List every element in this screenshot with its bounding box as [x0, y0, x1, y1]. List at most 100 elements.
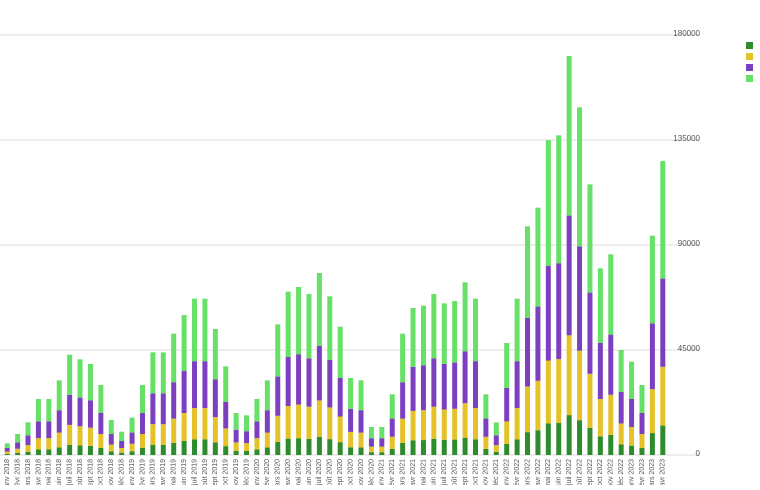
bar-segment — [192, 361, 198, 409]
bar-segment — [618, 423, 624, 445]
bar-segment — [171, 442, 177, 455]
bar-segment — [597, 399, 603, 437]
y-tick-label: 180000 — [673, 29, 700, 38]
x-tick-label: juin 2022 — [556, 459, 563, 485]
x-tick-label: août 2021 — [452, 459, 459, 485]
bar-segment — [35, 399, 41, 422]
bar-segment — [171, 333, 177, 383]
bar-segment — [4, 451, 10, 454]
y-tick-label: 135000 — [673, 134, 700, 143]
bar-segment — [629, 445, 635, 455]
bar-segment — [108, 434, 114, 445]
bar-segment — [379, 438, 385, 447]
bar-segment — [181, 413, 187, 441]
bar-segment — [483, 448, 489, 455]
bar-segment — [587, 184, 593, 293]
x-tick-label: févr 2019 — [139, 459, 146, 485]
x-tick-label: avr 2021 — [410, 459, 417, 485]
x-tick-label: juin 2021 — [431, 459, 438, 485]
x-tick-label: déc 2018 — [119, 459, 126, 485]
x-tick-label: mars 2020 — [275, 459, 282, 485]
bar-segment — [56, 447, 62, 455]
bar-segment — [597, 343, 603, 399]
bar-segment — [202, 439, 208, 455]
bar-segment — [472, 408, 478, 440]
bar-segment — [618, 444, 624, 455]
bar-segment — [379, 427, 385, 439]
bar-segment — [368, 446, 374, 453]
bar-segment — [587, 427, 593, 455]
bar-segment — [472, 298, 478, 362]
bar-segment — [233, 442, 239, 451]
bar-segment — [316, 273, 322, 346]
bar-segment — [660, 161, 666, 279]
x-tick-label: janv 2023 — [628, 459, 635, 485]
bar-segment — [452, 439, 458, 455]
bar-segment — [462, 437, 468, 455]
x-tick-label: sept 2021 — [462, 459, 469, 485]
bar-segment — [358, 380, 364, 411]
bar-segment — [192, 408, 198, 440]
bar-segment — [441, 439, 447, 455]
bar-segment — [46, 399, 52, 422]
bar-segment — [202, 361, 208, 409]
bar-segment — [35, 438, 41, 450]
bar-segment — [4, 448, 10, 452]
bar-segment — [420, 410, 426, 441]
bar-segment — [493, 451, 499, 455]
x-tick-label: avr 2018 — [35, 459, 42, 485]
x-tick-label: nov 2018 — [108, 459, 115, 485]
x-tick-label: oct 2019 — [223, 459, 230, 485]
bar-segment — [389, 418, 395, 437]
bar-segment — [35, 421, 41, 439]
x-tick-label: mars 2023 — [649, 459, 656, 485]
bar-segment — [649, 433, 655, 455]
bar-segment — [306, 406, 312, 439]
bar-segment — [223, 428, 229, 447]
bar-segment — [25, 422, 31, 436]
x-tick-label: févr 2021 — [389, 459, 396, 485]
bar-segment — [150, 393, 156, 425]
bar-segment — [223, 401, 229, 429]
x-tick-label: juin 2020 — [306, 459, 313, 485]
bar-segment — [264, 447, 270, 455]
bar-segment — [400, 418, 406, 443]
bar-segment — [452, 362, 458, 409]
bar-segment — [410, 366, 416, 411]
bar-segment — [15, 442, 21, 449]
bar-segment — [504, 443, 510, 455]
bar-segment — [577, 246, 583, 351]
x-tick-label: juil 2018 — [66, 459, 73, 485]
bar-segment — [87, 427, 93, 446]
bar-segment — [337, 378, 343, 417]
bar-segment — [306, 358, 312, 407]
bar-segment — [171, 418, 177, 443]
bar-segment — [587, 292, 593, 374]
x-tick-label: juil 2021 — [441, 459, 448, 485]
bar-segment — [108, 451, 114, 455]
bar-segment — [285, 438, 291, 455]
bar-segment — [577, 107, 583, 247]
x-tick-label: avr 2020 — [285, 459, 292, 485]
bar-segment — [660, 278, 666, 367]
x-tick-label: oct 2018 — [98, 459, 105, 485]
bar-segment — [587, 373, 593, 428]
bar-segment — [275, 376, 281, 416]
bar-segment — [337, 416, 343, 443]
bar-segment — [306, 294, 312, 359]
bar-segment — [67, 394, 73, 425]
bar-segment — [400, 333, 406, 383]
bar-segment — [556, 263, 562, 360]
bar-segment — [358, 432, 364, 448]
bar-segment — [566, 56, 572, 216]
x-tick-label: nov 2019 — [233, 459, 240, 485]
x-tick-label: mars 2022 — [524, 459, 531, 485]
x-tick-label: mai 2021 — [420, 459, 427, 485]
bar-segment — [77, 445, 83, 455]
bar-segment — [244, 415, 250, 432]
bar-segment — [316, 400, 322, 437]
bar-segment — [545, 266, 551, 361]
bar-segment — [171, 382, 177, 419]
bar-segment — [25, 445, 31, 452]
bar-segment — [618, 392, 624, 424]
